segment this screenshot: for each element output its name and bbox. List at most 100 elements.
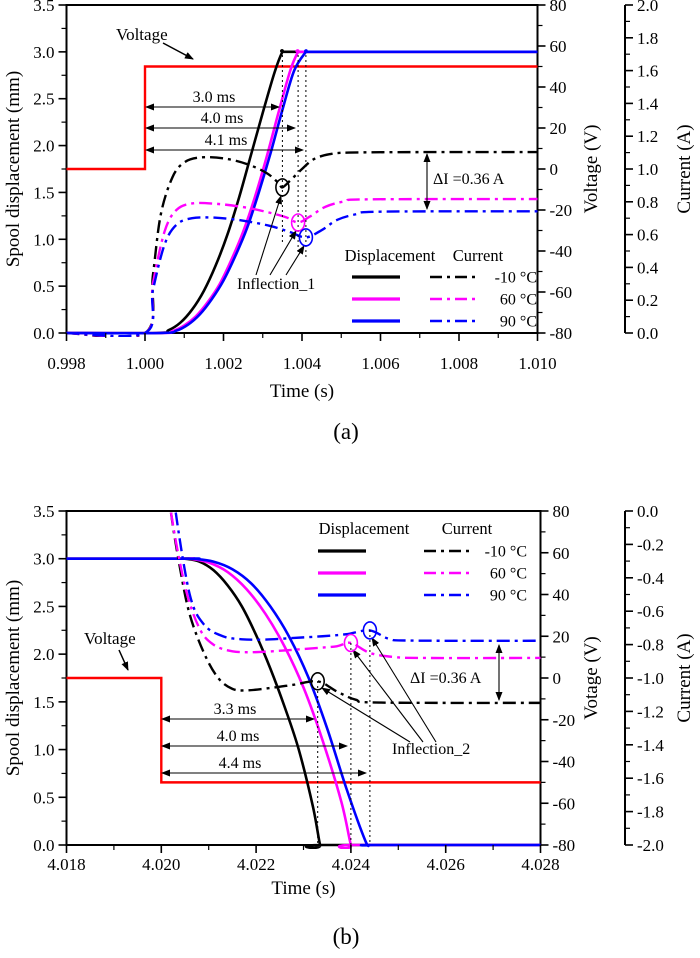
legend-header-current: Current: [453, 246, 504, 265]
voltage-tick-label: 60: [550, 37, 567, 56]
inflection-circle: [290, 213, 306, 232]
x-tick-label: 1.004: [283, 354, 322, 373]
y-left-tick-label: 0.5: [33, 788, 54, 807]
legend-header-displacement: Displacement: [319, 519, 410, 538]
legend-temperature-label: 60 °C: [500, 292, 537, 309]
y-left-tick-label: 0.0: [33, 324, 54, 343]
series-b-curr-m10: [169, 511, 541, 705]
inflection-circle: [275, 178, 290, 197]
annotation-text: 3.0 ms: [193, 89, 236, 106]
inflection-circle: [298, 228, 314, 247]
legend-b: Displacement Current -10 °C 60 °C 90 °C: [318, 519, 527, 605]
legend-temperature-label: 60 °C: [490, 566, 527, 583]
annotation-arrow: [371, 637, 437, 743]
annotation-text: Inflection_2: [392, 741, 470, 758]
annotation-arrow: [269, 230, 297, 276]
voltage-tick-label: 20: [553, 627, 570, 646]
current-tick-label: 0.2: [637, 291, 658, 310]
annotation-arrow: [285, 245, 305, 276]
legend-temperature-label: 90 °C: [500, 314, 537, 331]
legend-header-current: Current: [442, 519, 493, 538]
x-tick-label: 1.002: [204, 354, 242, 373]
current-tick-label: -1.8: [637, 803, 664, 822]
voltage-tick-label: 20: [550, 119, 567, 138]
current-tick-label: 0.4: [637, 258, 659, 277]
current-axis-title: Current (A): [674, 124, 695, 213]
annotation-text: ΔI =0.36 A: [433, 171, 505, 188]
voltage-tick-label: 0: [550, 160, 559, 179]
current-tick-label: -1.4: [637, 736, 664, 755]
annotation-text: Voltage: [116, 25, 168, 44]
x-tick-label: 4.028: [521, 855, 559, 874]
voltage-axis-title: Voltage (V): [581, 125, 602, 214]
annotation-arrow: [162, 42, 194, 60]
legend-header-displacement: Displacement: [345, 246, 436, 265]
annotation-text: 4.4 ms: [219, 755, 262, 772]
current-tick-label: 1.0: [637, 160, 658, 179]
y-left-tick-label: 1.5: [33, 693, 54, 712]
current-tick-label: -0.2: [637, 535, 664, 554]
voltage-tick-label: -20: [550, 201, 573, 220]
y-left-tick-label: 1.0: [33, 230, 54, 249]
voltage-tick-label: 80: [550, 0, 567, 15]
x-axis-title: Time (s): [271, 878, 335, 899]
y-left-tick-label: 3.5: [33, 0, 54, 15]
annotation-text: Voltage: [84, 629, 136, 648]
legend-temperature-label: 90 °C: [490, 588, 527, 605]
annotation-arrow: [118, 649, 129, 671]
voltage-tick-label: -60: [550, 283, 573, 302]
y-left-axis-title: Spool displacement (mm): [3, 71, 24, 267]
legend-a: Displacement Current -10 °C 60 °C 90 °C: [345, 246, 537, 331]
voltage-tick-label: 40: [553, 586, 570, 605]
current-tick-label: -1.2: [637, 702, 664, 721]
current-tick-label: 0.0: [637, 324, 658, 343]
annotation-text: 4.0 ms: [217, 728, 260, 745]
inflection-circle: [310, 671, 326, 691]
voltage-tick-label: 80: [553, 502, 570, 521]
voltage-tick-label: -40: [553, 753, 576, 772]
y-left-tick-label: 1.0: [33, 741, 54, 760]
y-left-tick-label: 2.0: [33, 137, 54, 156]
panel-caption: (a): [333, 419, 359, 444]
current-tick-label: 2.0: [637, 0, 658, 15]
y-left-tick-label: 1.5: [33, 183, 54, 202]
series-a-voltage: [66, 65, 538, 171]
series-a-curr-90: [66, 210, 538, 337]
voltage-tick-label: 0: [553, 669, 562, 688]
current-axis-title: Current (A): [674, 633, 695, 722]
current-tick-label: 1.4: [637, 94, 659, 113]
current-tick-label: 1.8: [637, 29, 658, 48]
series-a-curr-60: [66, 197, 538, 337]
current-tick-label: -2.0: [637, 836, 664, 855]
x-tick-label: 1.000: [126, 354, 164, 373]
current-tick-label: 0.0: [637, 502, 658, 521]
current-tick-label: 0.8: [637, 193, 658, 212]
current-tick-label: -0.8: [637, 636, 664, 655]
annotation-arrow: [321, 687, 411, 743]
x-tick-label: 1.006: [361, 354, 399, 373]
voltage-tick-label: 40: [550, 78, 567, 97]
annotation-text: Inflection_1: [237, 276, 315, 293]
annotation-text: 3.3 ms: [214, 701, 257, 718]
chart-a: 0.998 1.000 1.002 1.004 1.006 1.008 1.010 Time …: [3, 0, 695, 444]
voltage-tick-label: -60: [553, 794, 576, 813]
legend-temperature-label: -10 °C: [485, 544, 527, 561]
y-left-tick-label: 2.0: [33, 645, 54, 664]
series-b-curr-90: [174, 511, 541, 642]
series-a-disp-m10: [66, 49, 538, 335]
inflection-circle: [343, 633, 359, 653]
series-b-curr-60: [169, 511, 541, 660]
current-tick-label: 1.2: [637, 127, 658, 146]
voltage-tick-label: 60: [553, 544, 570, 563]
x-tick-label: 4.024: [332, 855, 371, 874]
voltage-tick-label: -40: [550, 242, 573, 261]
y-left-tick-label: 3.0: [33, 43, 54, 62]
x-tick-label: 4.026: [427, 855, 465, 874]
voltage-axis-title: Votage (V): [581, 636, 602, 720]
annotation-text: 4.1 ms: [205, 132, 248, 149]
y-left-axis-title: Spool displacement (mm): [3, 580, 24, 776]
inflection-circle: [362, 621, 378, 640]
x-tick-label: 4.020: [142, 855, 180, 874]
